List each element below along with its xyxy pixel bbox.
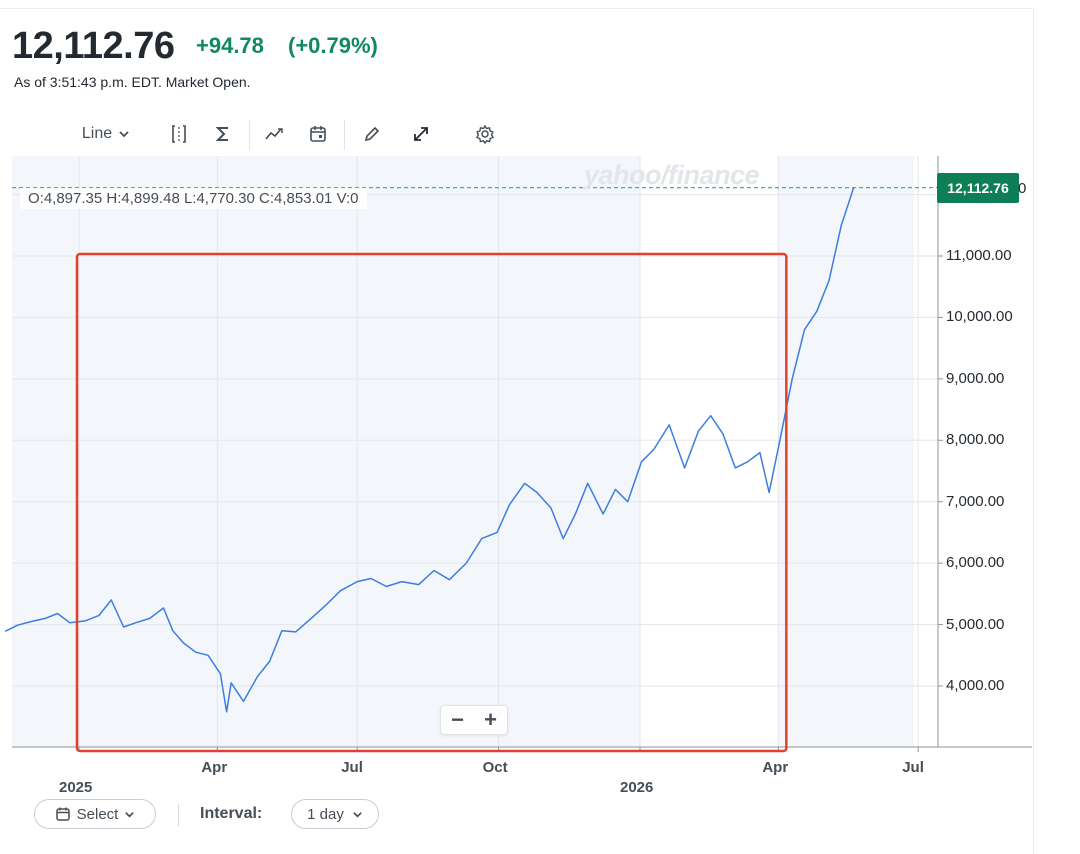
x-tick-label: 2025 — [59, 779, 93, 796]
y-tick-label: 6,000.00 — [946, 554, 1005, 572]
chart-toolbar: Line — [60, 116, 520, 156]
shaded-band — [357, 156, 499, 747]
shaded-band — [12, 156, 218, 747]
interval-label: Interval: — [200, 805, 263, 822]
x-tick-label: Jul — [902, 759, 924, 776]
calendar-icon — [55, 807, 70, 821]
y-tick-label: 5,000.00 — [946, 615, 1005, 633]
y-tick-label: 4,000.00 — [946, 677, 1005, 694]
shaded-band — [778, 156, 914, 747]
last-price-badge-tail: 0 — [1018, 180, 1027, 197]
interval-dropdown[interactable]: 1 day — [291, 799, 379, 829]
x-tick-label: Jul — [341, 759, 363, 776]
y-tick-label: 9,000.00 — [946, 369, 1005, 387]
y-tick-label: 8,000.00 — [946, 431, 1005, 449]
chevron-down-icon — [119, 131, 129, 138]
zoom-in-button[interactable]: + — [484, 707, 497, 732]
fullscreen-button[interactable] — [406, 116, 436, 152]
shaded-band — [217, 156, 358, 747]
top-divider — [0, 8, 1032, 9]
chevron-down-icon — [353, 811, 362, 818]
range-select-button[interactable]: Select — [34, 799, 156, 829]
trend-icon — [265, 128, 283, 140]
x-tick-label: Apr — [762, 759, 789, 776]
expand-icon — [414, 127, 428, 141]
gear-icon — [476, 124, 494, 144]
y-tick-label: 11,000.00 — [946, 247, 1012, 264]
indicators-button[interactable] — [208, 116, 238, 152]
x-tick-label: 2026 — [620, 779, 654, 796]
price-series-line — [4, 187, 855, 713]
x-tick-label: Apr — [201, 759, 228, 776]
settings-button[interactable] — [470, 116, 500, 152]
range-select-label: Select — [76, 805, 119, 823]
interval-value: 1 day — [307, 805, 344, 823]
y-tick-label: 10,000.00 — [946, 308, 1013, 326]
calendar-icon — [310, 126, 326, 142]
price-change-percent: (+0.79%) — [288, 33, 378, 58]
market-status: As of 3:51:43 p.m. EDT. Market Open. — [14, 74, 251, 90]
chart-type-label: Line — [81, 125, 113, 142]
pencil-icon — [364, 126, 380, 142]
x-tick-label: Oct — [482, 759, 508, 776]
shaded-band — [498, 156, 640, 747]
right-divider — [1033, 8, 1034, 854]
compare-icon — [172, 125, 186, 143]
toolbar-separator — [344, 120, 345, 150]
chart-type-dropdown[interactable]: Line — [74, 116, 138, 152]
yahoo-finance-watermark: yahoo/finance — [584, 160, 760, 190]
highlight-box — [75, 252, 788, 753]
chevron-down-icon — [125, 811, 135, 818]
current-price: 12,112.76 — [12, 25, 175, 67]
events-button[interactable] — [303, 116, 333, 152]
controls-separator — [178, 804, 179, 826]
trend-button[interactable] — [260, 116, 290, 152]
toolbar-separator — [249, 120, 250, 150]
price-change: +94.78 — [196, 33, 264, 58]
last-price-badge: 12,112.76 — [937, 173, 1019, 203]
ohlc-readout: O:4,897.35 H:4,899.48 L:4,770.30 C:4,853… — [20, 188, 367, 209]
zoom-out-button[interactable]: − — [451, 707, 464, 732]
compare-button[interactable] — [164, 116, 194, 152]
draw-button[interactable] — [357, 116, 387, 152]
zoom-controls: − + — [440, 705, 508, 735]
indicators-icon — [215, 127, 228, 141]
y-tick-label: 7,000.00 — [946, 492, 1005, 510]
price-chart[interactable] — [0, 0, 1034, 800]
